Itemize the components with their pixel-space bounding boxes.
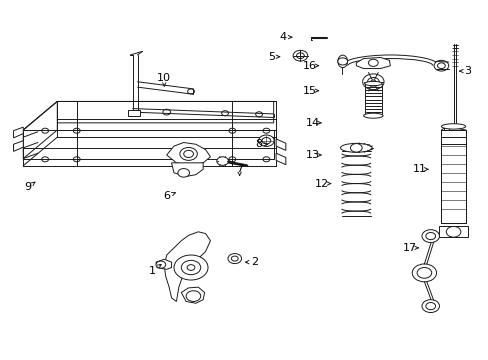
Circle shape — [156, 261, 165, 268]
Ellipse shape — [363, 113, 382, 118]
Circle shape — [186, 291, 201, 301]
Polygon shape — [443, 126, 448, 223]
Circle shape — [181, 260, 201, 275]
Circle shape — [421, 230, 439, 243]
Ellipse shape — [337, 55, 347, 68]
Text: 15: 15 — [303, 86, 317, 96]
Circle shape — [362, 74, 383, 90]
Circle shape — [337, 58, 347, 65]
Text: 2: 2 — [250, 257, 257, 267]
Polygon shape — [276, 153, 285, 165]
Polygon shape — [166, 143, 210, 165]
Text: 10: 10 — [157, 73, 171, 83]
Circle shape — [433, 60, 448, 71]
Circle shape — [258, 135, 274, 147]
Text: 17: 17 — [402, 243, 416, 253]
Circle shape — [231, 256, 238, 261]
Polygon shape — [438, 226, 467, 237]
Ellipse shape — [340, 143, 371, 152]
Text: 9: 9 — [24, 182, 32, 192]
Text: 16: 16 — [303, 61, 317, 71]
Text: 5: 5 — [267, 52, 274, 62]
Circle shape — [368, 59, 377, 66]
Polygon shape — [14, 127, 23, 138]
Text: 7: 7 — [236, 164, 243, 174]
Polygon shape — [164, 232, 210, 301]
Polygon shape — [356, 58, 389, 68]
Circle shape — [178, 168, 189, 177]
Text: 3: 3 — [464, 66, 471, 76]
Polygon shape — [23, 130, 273, 158]
Polygon shape — [23, 102, 273, 130]
Text: 13: 13 — [305, 150, 319, 160]
Polygon shape — [171, 163, 203, 176]
Circle shape — [350, 144, 362, 152]
Circle shape — [174, 255, 207, 280]
Ellipse shape — [441, 124, 465, 129]
Circle shape — [296, 53, 304, 59]
Circle shape — [292, 50, 307, 61]
Text: 4: 4 — [279, 32, 286, 42]
Circle shape — [216, 157, 228, 165]
Text: 14: 14 — [305, 118, 319, 128]
Text: 11: 11 — [412, 164, 426, 174]
Polygon shape — [276, 139, 285, 150]
Circle shape — [262, 138, 270, 144]
Text: 12: 12 — [315, 179, 329, 189]
Polygon shape — [156, 259, 171, 269]
Circle shape — [227, 253, 241, 264]
Polygon shape — [23, 102, 57, 158]
Text: 1: 1 — [148, 266, 155, 276]
Circle shape — [411, 264, 436, 282]
Polygon shape — [14, 141, 23, 152]
Circle shape — [180, 148, 197, 160]
Circle shape — [187, 265, 195, 270]
Polygon shape — [181, 287, 204, 303]
Circle shape — [367, 77, 378, 86]
Circle shape — [421, 300, 439, 312]
Polygon shape — [441, 130, 465, 223]
Text: 8: 8 — [255, 139, 262, 149]
Circle shape — [370, 80, 375, 84]
Polygon shape — [127, 111, 140, 116]
Text: 6: 6 — [163, 191, 170, 201]
Circle shape — [446, 226, 460, 237]
Ellipse shape — [364, 81, 381, 86]
